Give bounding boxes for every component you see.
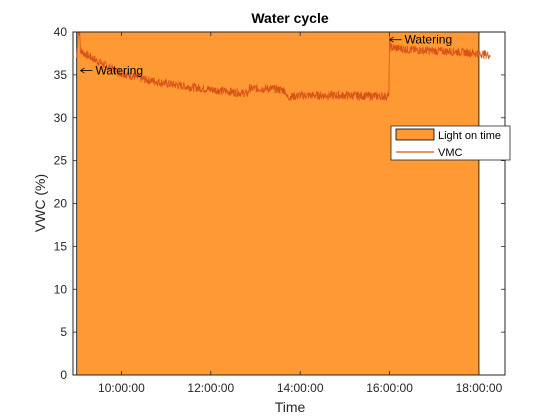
legend-swatch-light-on-time	[395, 128, 435, 141]
y-tick: 30	[54, 111, 505, 125]
y-tick-label: 20	[54, 197, 68, 211]
x-tick-label: 14:00:00	[277, 381, 324, 395]
y-tick: 40	[54, 25, 505, 39]
y-tick-label: 5	[60, 325, 67, 339]
light-on-area	[76, 31, 480, 376]
x-tick: 12:00:00	[187, 32, 234, 395]
annotations: Watering Watering	[80, 33, 452, 78]
legend: Light on time VMC	[390, 125, 511, 161]
y-tick: 0	[60, 368, 505, 382]
x-tick-label: 10:00:00	[98, 381, 145, 395]
annotation-text: Watering	[95, 64, 143, 78]
y-tick-label: 35	[54, 68, 68, 82]
y-tick: 35	[54, 68, 505, 82]
legend-label-light-on-time: Light on time	[438, 130, 501, 142]
y-tick: 25	[54, 154, 505, 168]
y-tick-label: 40	[54, 25, 68, 39]
x-tick-label: 16:00:00	[366, 381, 413, 395]
y-tick-label: 10	[54, 282, 68, 296]
y-tick: 20	[54, 197, 505, 211]
y-tick-label: 15	[54, 239, 68, 253]
x-tick: 14:00:00	[277, 32, 324, 395]
x-axis-label: Time	[275, 399, 306, 415]
y-tick: 10	[54, 282, 505, 296]
y-tick-label: 25	[54, 154, 68, 168]
x-axis-ticks: 10:00:00 12:00:00 14:00:00 16:00:00 18:00:00	[98, 32, 503, 395]
y-axis-ticks: 0 5 10 15 20 25 30 35 40	[54, 25, 505, 382]
y-tick-label: 30	[54, 111, 68, 125]
y-tick-label: 0	[60, 368, 67, 382]
annotation-text: Watering	[405, 33, 453, 47]
x-tick: 18:00:00	[456, 32, 503, 395]
annotation-watering-2: Watering	[389, 33, 453, 47]
x-tick: 16:00:00	[366, 32, 413, 395]
x-tick: 10:00:00	[98, 32, 145, 395]
x-tick-label: 12:00:00	[187, 381, 234, 395]
y-tick: 5	[60, 325, 505, 339]
y-tick: 15	[54, 239, 505, 253]
legend-label-vmc: VMC	[438, 147, 463, 159]
vmc-line	[76, 31, 491, 102]
y-axis-label: VWC (%)	[32, 174, 48, 232]
vmc-line-layer	[76, 31, 491, 102]
x-tick-label: 18:00:00	[456, 381, 503, 395]
chart-title: Water cycle	[251, 10, 329, 26]
annotation-watering-1: Watering	[80, 64, 143, 78]
light-on-area-layer	[76, 31, 480, 376]
